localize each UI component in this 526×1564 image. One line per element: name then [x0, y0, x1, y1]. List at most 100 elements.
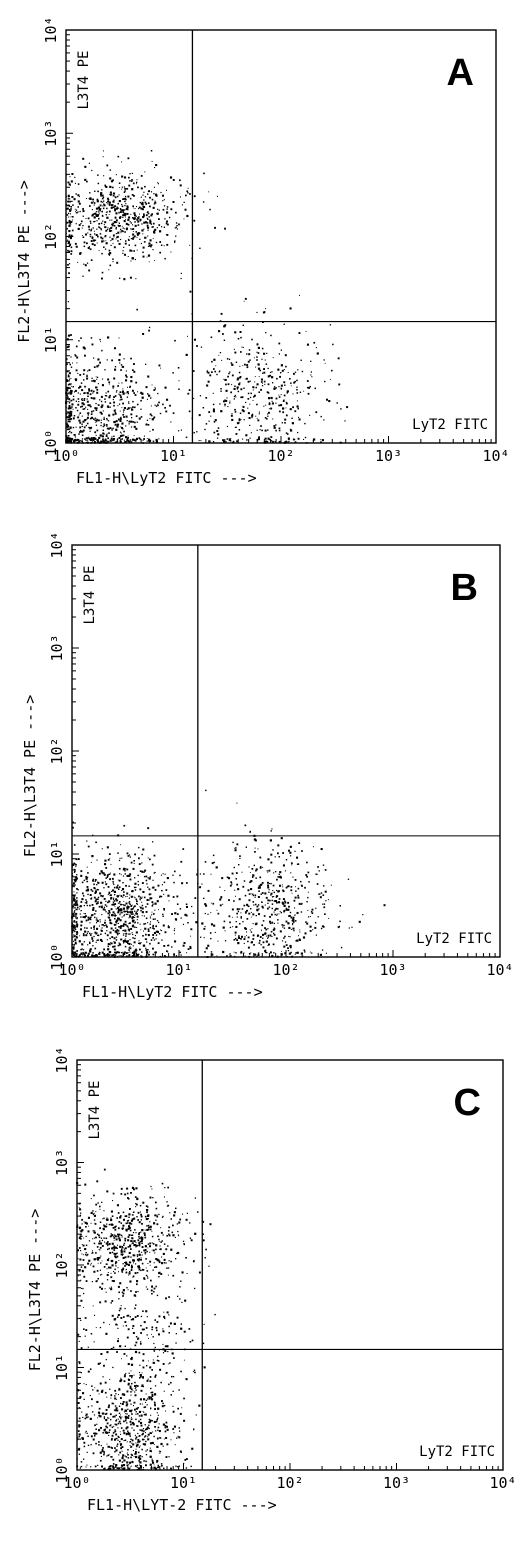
data-point	[125, 425, 127, 427]
data-point	[145, 947, 147, 949]
data-point	[187, 187, 189, 189]
data-point	[68, 383, 71, 386]
data-point	[155, 1266, 158, 1268]
data-point	[215, 365, 217, 367]
data-point	[306, 875, 308, 878]
data-point	[141, 392, 144, 395]
data-point	[83, 1328, 85, 1330]
data-point	[114, 209, 116, 212]
data-point	[125, 1261, 128, 1263]
data-point	[136, 927, 138, 928]
data-point	[86, 952, 87, 954]
data-point	[298, 935, 299, 937]
data-point	[75, 879, 78, 881]
data-point	[155, 938, 157, 940]
data-point	[151, 911, 153, 913]
data-point	[202, 201, 205, 203]
data-point	[229, 884, 232, 887]
data-point	[104, 919, 106, 921]
data-point	[185, 914, 188, 917]
data-point	[135, 427, 138, 430]
data-point	[150, 245, 152, 248]
data-point	[151, 927, 153, 929]
data-point	[124, 176, 127, 179]
data-point	[128, 401, 130, 403]
data-point	[75, 858, 78, 861]
data-point	[275, 402, 277, 404]
data-point	[264, 904, 266, 906]
data-point	[73, 911, 76, 913]
data-point	[135, 1232, 137, 1234]
data-point	[132, 1450, 134, 1452]
data-point	[332, 343, 334, 346]
data-point	[97, 1417, 99, 1419]
data-point	[80, 1266, 83, 1268]
data-point	[149, 418, 151, 420]
data-point	[85, 915, 87, 917]
data-point	[185, 353, 188, 356]
data-point	[189, 947, 192, 950]
data-point	[103, 416, 105, 418]
data-point	[154, 1404, 156, 1407]
data-point	[66, 386, 69, 389]
data-point	[164, 1350, 167, 1352]
data-point	[240, 912, 242, 914]
data-point	[258, 890, 260, 892]
data-point	[141, 853, 143, 856]
data-point	[114, 900, 116, 902]
data-point	[83, 1445, 86, 1448]
data-point	[150, 1185, 152, 1188]
data-point	[66, 422, 68, 424]
data-point	[150, 191, 153, 193]
data-point	[116, 1255, 119, 1258]
data-point	[237, 942, 240, 945]
data-point	[259, 429, 261, 431]
data-point	[236, 378, 239, 381]
data-point	[120, 938, 122, 941]
data-point	[90, 439, 92, 441]
data-point	[104, 921, 106, 924]
data-point	[123, 209, 125, 211]
data-point	[67, 407, 70, 410]
data-point	[130, 1465, 132, 1467]
data-point	[301, 885, 303, 887]
data-point	[162, 1234, 164, 1236]
data-point	[100, 1427, 102, 1429]
data-point	[143, 221, 146, 224]
data-point	[171, 1352, 174, 1355]
data-point	[304, 886, 306, 889]
data-point	[105, 1237, 108, 1240]
data-point	[127, 952, 129, 954]
data-point	[123, 1316, 125, 1318]
data-point	[162, 1215, 164, 1218]
data-point	[121, 1291, 124, 1294]
data-point	[257, 367, 261, 370]
data-point	[86, 374, 88, 376]
data-point	[154, 1266, 156, 1268]
data-point	[76, 903, 79, 906]
data-point	[171, 946, 173, 948]
data-point	[137, 903, 139, 905]
data-point	[179, 184, 182, 187]
data-point	[101, 1449, 104, 1451]
data-point	[178, 380, 180, 382]
data-point	[120, 364, 123, 366]
data-point	[92, 439, 95, 441]
data-point	[212, 403, 215, 406]
data-point	[136, 206, 138, 208]
data-point	[312, 846, 314, 848]
data-point	[75, 369, 78, 372]
data-point	[149, 1421, 151, 1423]
data-point	[205, 904, 208, 907]
data-point	[121, 1446, 124, 1448]
data-point	[163, 1258, 166, 1261]
data-point	[130, 222, 132, 224]
data-point	[151, 213, 153, 215]
data-point	[144, 201, 147, 204]
data-point	[259, 936, 261, 938]
data-point	[103, 1237, 105, 1239]
data-point	[83, 1306, 84, 1308]
data-point	[96, 859, 98, 861]
data-point	[277, 844, 280, 847]
data-point	[116, 932, 119, 935]
